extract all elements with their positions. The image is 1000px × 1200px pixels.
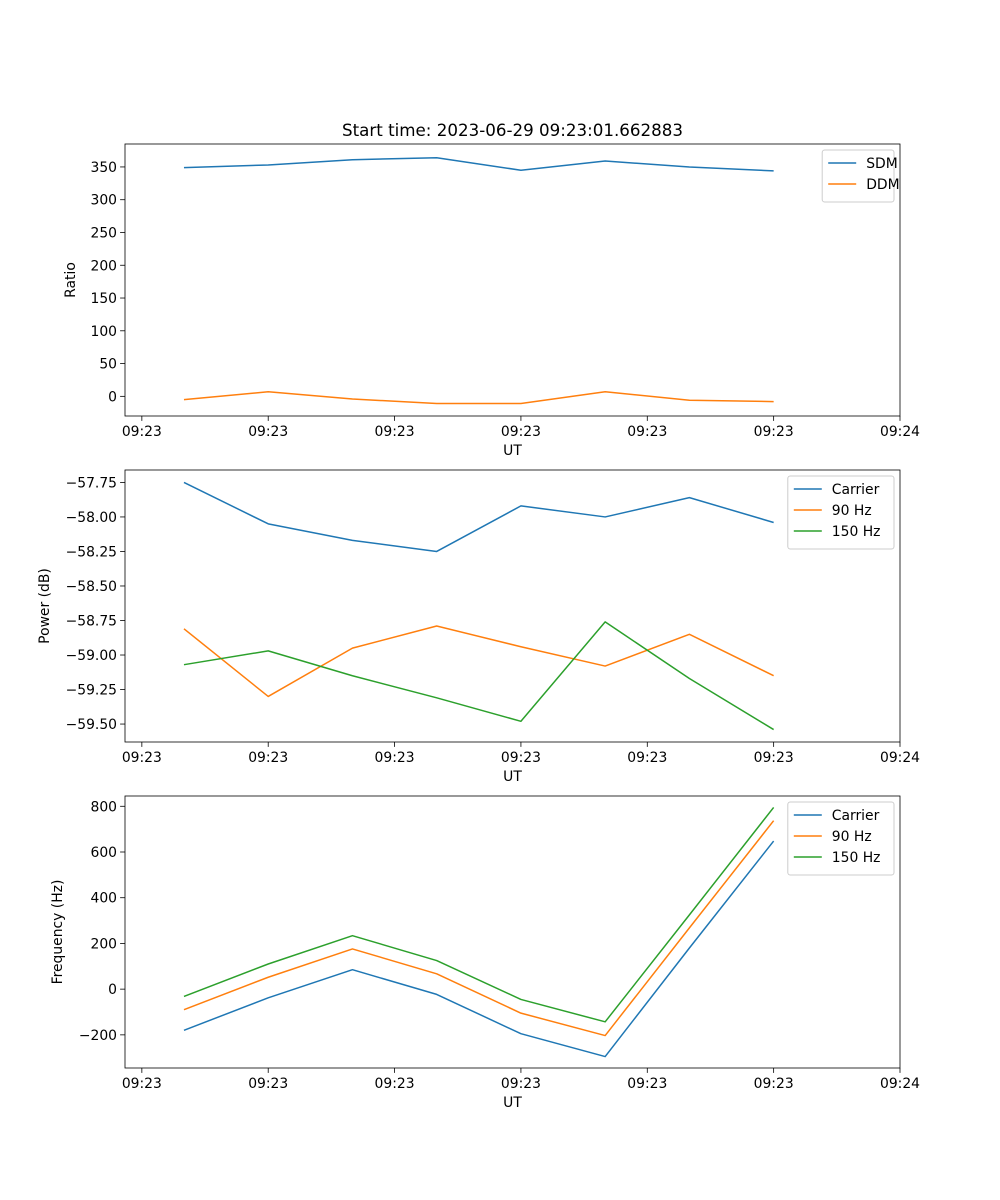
frequency-ytick-label: 800 [90,799,117,815]
frequency-yaxis-label: Frequency (Hz) [50,880,66,985]
frequency-ytick-label: 200 [90,936,117,952]
ratio-panel: 09:23 09:23 09:23 09:23 09:23 09:23 09:24 0 50 10… [63,143,920,459]
ratio-ytick-label: 50 [99,357,117,373]
ratio-ytick-label: 300 [90,193,117,209]
power-legend-label: 150 Hz [832,524,881,540]
frequency-series-150-hz [183,806,775,1023]
plot-panels: 09:23 09:23 09:23 09:23 09:23 09:23 09:24 0 50 10… [37,143,920,1111]
ratio-ytick-label: 200 [90,258,117,274]
frequency-ytick-label: 600 [90,845,117,861]
power-series-150-hz [183,621,775,731]
power-series-carrier [183,481,774,553]
frequency-xtick-label: 09:23 [375,1076,415,1092]
frequency-axes-frame [124,795,901,1069]
ratio-xtick-label: 09:23 [248,424,288,440]
frequency-series-90-hz [183,820,775,1037]
ratio-xtick-label: 09:23 [375,424,415,440]
power-ytick-label: −58.00 [66,510,117,526]
power-xtick-label: 09:23 [627,750,667,766]
power-legend-label: Carrier [832,482,880,498]
frequency-ytick-label: 0 [108,982,117,998]
ratio-ytick-label: 0 [108,389,117,405]
power-legend-label: 90 Hz [832,503,872,519]
ratio-xtick-label: 09:23 [627,424,667,440]
frequency-xtick-label: 09:23 [122,1076,162,1092]
power-xtick-label: 09:23 [375,750,415,766]
power-ytick-label: −59.25 [66,683,117,699]
ratio-xaxis-label: UT [503,443,522,459]
power-xtick-label: 09:23 [248,750,288,766]
power-ytick-label: −59.50 [66,717,117,733]
power-ytick-label: −57.75 [66,475,117,491]
power-ytick-label: −58.75 [66,613,117,629]
figure-title: Start time: 2023-06-29 09:23:01.662883 [342,120,683,140]
ratio-legend: SDM DDM [821,149,900,203]
frequency-series-carrier [183,840,775,1058]
frequency-legend-label: Carrier [832,808,880,824]
ratio-ytick-label: 250 [90,225,117,241]
frequency-legend: Carrier 90 Hz 150 Hz [787,801,895,876]
ratio-series-ddm [183,391,774,405]
frequency-ytick-label: −200 [79,1028,117,1044]
ratio-ytick-label: 150 [90,291,117,307]
frequency-xtick-label: 09:24 [880,1076,920,1092]
power-legend: Carrier 90 Hz 150 Hz [787,475,895,550]
frequency-xtick-label: 09:23 [754,1076,794,1092]
ratio-series-sdm [183,157,774,172]
ratio-yaxis-label: Ratio [63,262,79,298]
ratio-xtick-label: 09:23 [501,424,541,440]
ratio-legend-label: DDM [866,177,899,193]
power-series-90-hz [183,625,774,698]
frequency-legend-label: 90 Hz [832,829,872,845]
ratio-axes-frame [124,143,901,417]
power-ytick-label: −58.25 [66,544,117,560]
frequency-panel: 09:23 09:23 09:23 09:23 09:23 09:23 09:24 −200 0… [50,795,920,1111]
frequency-xtick-label: 09:23 [248,1076,288,1092]
frequency-xtick-label: 09:23 [501,1076,541,1092]
power-xtick-label: 09:23 [501,750,541,766]
power-panel: 09:23 09:23 09:23 09:23 09:23 09:23 09:24 −59.5… [37,469,920,785]
power-xaxis-label: UT [503,769,522,785]
power-xtick-label: 09:24 [880,750,920,766]
frequency-legend-label: 150 Hz [832,850,881,866]
power-ytick-label: −59.00 [66,648,117,664]
ratio-xtick-label: 09:24 [880,424,920,440]
power-ytick-label: −58.50 [66,579,117,595]
frequency-ytick-label: 400 [90,891,117,907]
power-xtick-label: 09:23 [754,750,794,766]
ratio-legend-label: SDM [866,156,898,172]
ratio-xtick-label: 09:23 [754,424,794,440]
power-xtick-label: 09:23 [122,750,162,766]
ratio-ytick-label: 100 [90,324,117,340]
ratio-xtick-label: 09:23 [122,424,162,440]
frequency-xtick-label: 09:23 [627,1076,667,1092]
power-axes-frame [124,469,901,743]
power-yaxis-label: Power (dB) [37,568,53,644]
ratio-ytick-label: 350 [90,160,117,176]
frequency-xaxis-label: UT [503,1095,522,1111]
